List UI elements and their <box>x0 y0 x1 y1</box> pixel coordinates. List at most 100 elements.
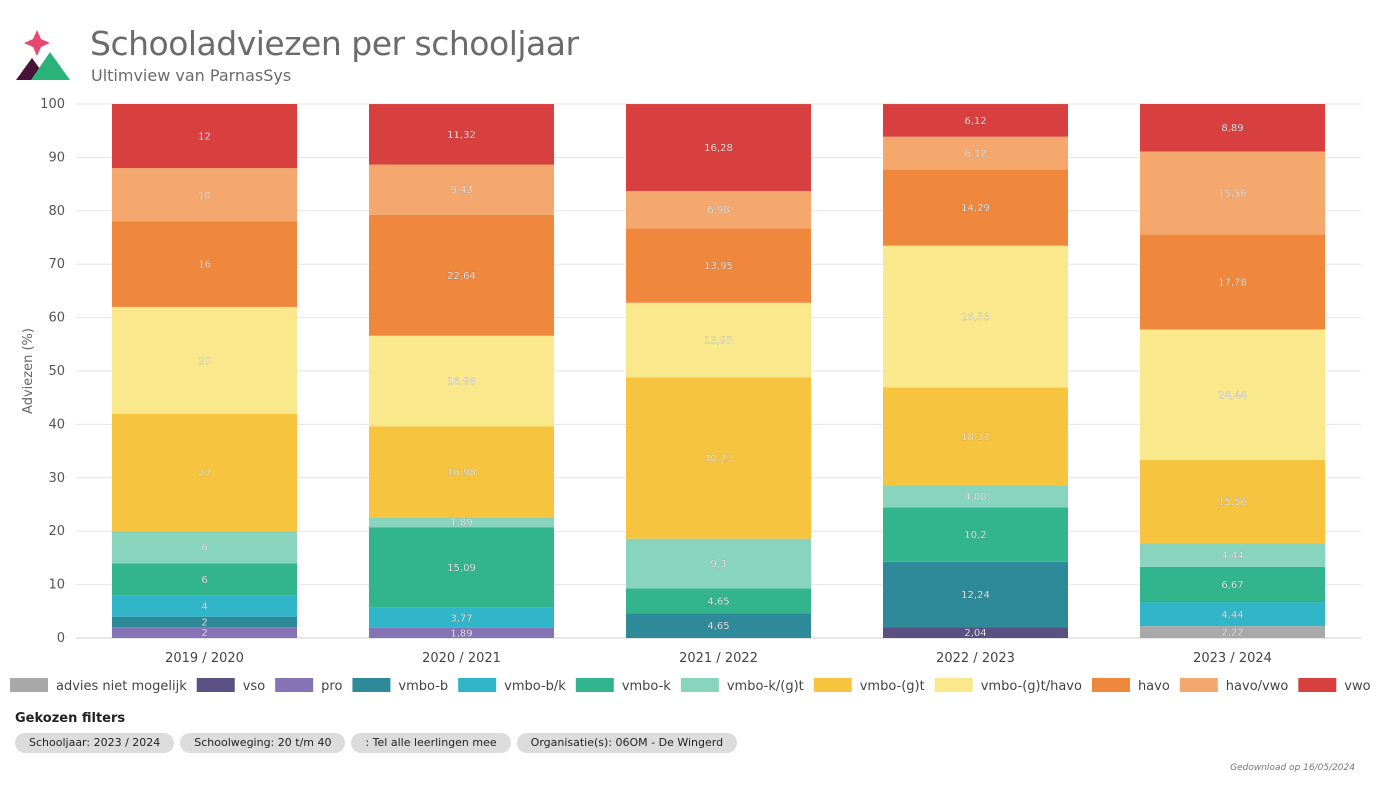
legend-swatch <box>196 678 235 692</box>
logo-star-shape <box>24 30 50 56</box>
data-label: 3,77 <box>450 613 472 624</box>
x-tick-label: 2019 / 2020 <box>165 651 244 666</box>
data-label: 13,95 <box>704 336 733 347</box>
bar-segment <box>1139 460 1326 544</box>
bar-segment <box>625 588 812 614</box>
legend-swatch <box>1298 678 1337 692</box>
legend-swatch <box>1179 678 1218 692</box>
bar-segment <box>368 164 555 215</box>
data-label: 4,44 <box>1221 550 1243 561</box>
bar-segment <box>882 387 1069 486</box>
data-label: 15,56 <box>1218 189 1247 200</box>
data-label: 24,44 <box>1218 390 1247 401</box>
data-label: 1,89 <box>450 628 472 639</box>
bar-segment <box>111 306 298 414</box>
legend-label: advies niet mogelijk <box>56 679 187 694</box>
bar-segment <box>1139 543 1326 567</box>
data-label: 9,43 <box>450 185 472 196</box>
data-label: 15,09 <box>447 563 476 574</box>
x-tick-label: 2020 / 2021 <box>422 651 501 666</box>
y-tick-label: 70 <box>48 257 65 272</box>
y-tick-label: 60 <box>48 311 65 326</box>
bar-segment <box>111 627 298 638</box>
data-label: 10,2 <box>964 530 986 541</box>
data-label: 17,78 <box>1218 278 1247 289</box>
data-label: 2,04 <box>964 628 986 639</box>
y-tick-label: 50 <box>48 364 65 379</box>
data-label: 8,89 <box>1221 123 1243 134</box>
y-tick-label: 20 <box>48 524 65 539</box>
bar-segment <box>111 168 298 222</box>
data-label: 16 <box>198 260 211 271</box>
download-note: Gedownload op 16/05/2024 <box>1230 763 1355 773</box>
data-label: 4,65 <box>707 621 729 632</box>
bar-segment <box>111 595 298 617</box>
y-tick-label: 10 <box>48 578 65 593</box>
data-label: 6,12 <box>964 116 986 127</box>
bar-segment <box>882 627 1069 638</box>
filter-chip-schooljaar[interactable]: Schooljaar: 2023 / 2024 <box>15 733 175 753</box>
data-label: 16,98 <box>447 467 476 478</box>
data-label: 12,24 <box>961 590 990 601</box>
filter-chip-schoolweging[interactable]: Schoolweging: 20 t/m 40 <box>180 733 346 753</box>
data-label: 6 <box>201 543 207 554</box>
legend-swatch <box>680 678 719 692</box>
bar-segment <box>368 607 555 628</box>
bar-segment <box>368 335 555 427</box>
bar-segment <box>625 613 812 638</box>
bar-segment <box>111 221 298 307</box>
legend-swatch <box>813 678 852 692</box>
bar-segment <box>625 302 812 378</box>
data-label: 12 <box>198 132 211 143</box>
legend-label: havo <box>1138 679 1170 694</box>
filters-title: Gekozen filters <box>15 711 126 726</box>
data-label: 16,98 <box>447 377 476 388</box>
data-label: 4 <box>201 601 207 612</box>
data-label: 16,28 <box>704 143 733 154</box>
bar-segment <box>882 169 1069 246</box>
bar-segment <box>882 136 1069 170</box>
bar-segment <box>1139 329 1326 461</box>
data-label: 20 <box>198 356 211 367</box>
data-label: 11,32 <box>447 130 476 141</box>
data-label: 22 <box>198 468 211 479</box>
legend-label: vmbo-b <box>398 679 448 694</box>
legend-swatch <box>934 678 973 692</box>
page-title: Schooladviezen per schooljaar <box>90 24 579 63</box>
bar-segment <box>1139 566 1326 603</box>
bar-segment <box>111 531 298 564</box>
data-label: 22,64 <box>447 271 476 282</box>
bar-segment <box>111 413 298 532</box>
legend-label: vwo <box>1344 679 1370 694</box>
legend-label: vmbo-(g)t <box>860 679 925 694</box>
bar-segment <box>1139 626 1326 638</box>
y-tick-label: 40 <box>48 417 65 432</box>
bar-segment <box>1139 234 1326 330</box>
data-label: 26,53 <box>961 312 990 323</box>
data-label: 4,44 <box>1221 610 1243 621</box>
bar-segment <box>368 627 555 638</box>
filter-chip-leerlingen[interactable]: : Tel alle leerlingen mee <box>351 733 511 753</box>
bar-segment <box>1139 602 1326 627</box>
bar-segment <box>625 377 812 539</box>
legend-label: vmbo-(g)t/havo <box>981 679 1082 694</box>
data-label: 4,65 <box>707 596 729 607</box>
y-tick-label: 30 <box>48 471 65 486</box>
y-tick-label: 100 <box>40 97 65 112</box>
data-label: 10 <box>198 190 211 201</box>
bar-segment <box>625 104 812 191</box>
data-label: 6,67 <box>1221 580 1243 591</box>
legend-swatch <box>275 678 314 692</box>
bar-segment <box>625 228 812 303</box>
data-label: 2 <box>201 617 207 628</box>
y-tick-label: 90 <box>48 150 65 165</box>
data-label: 2 <box>201 628 207 639</box>
data-label: 1,89 <box>450 518 472 529</box>
filter-chip-organisatie[interactable]: Organisatie(s): 06OM - De Wingerd <box>516 733 738 753</box>
data-label: 9,3 <box>711 559 727 570</box>
filter-chips: Schooljaar: 2023 / 2024 Schoolweging: 20… <box>15 733 738 753</box>
data-label: 6 <box>201 575 207 586</box>
data-label: 4,08 <box>964 492 986 503</box>
bar-segment <box>1139 104 1326 152</box>
bar-segment <box>882 561 1069 628</box>
